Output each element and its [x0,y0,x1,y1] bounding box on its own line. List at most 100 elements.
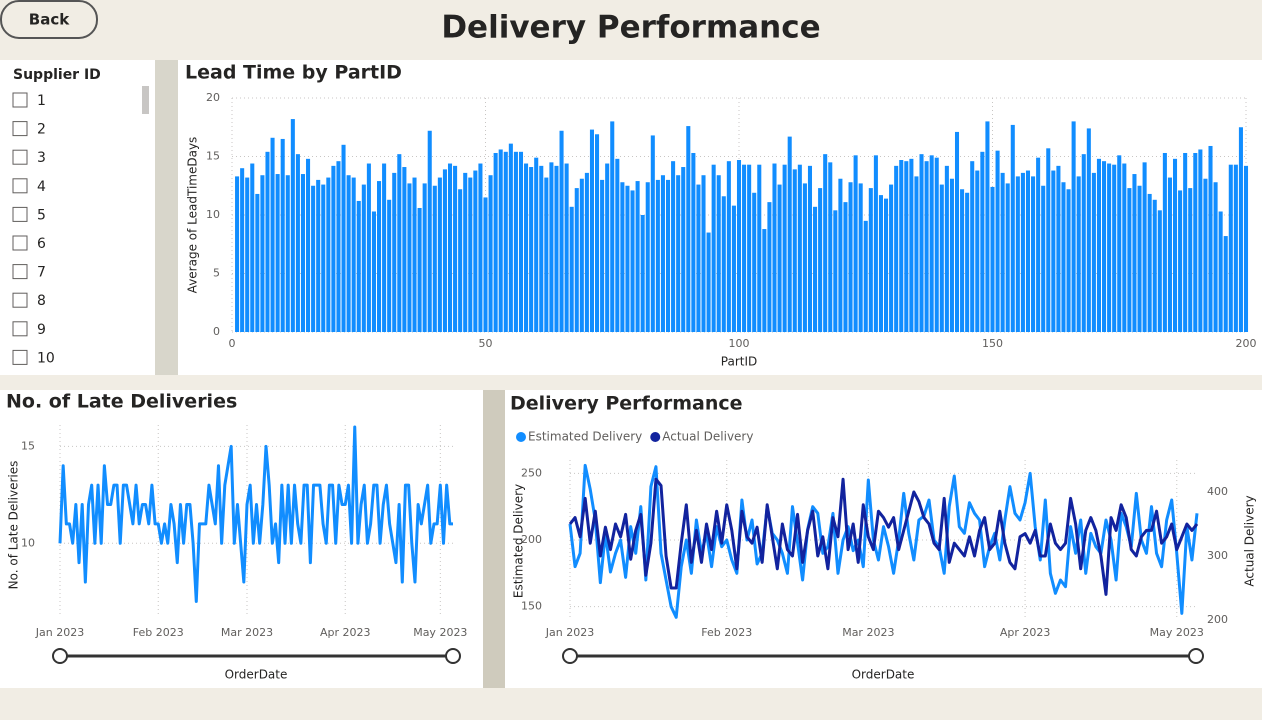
checkbox[interactable] [12,206,28,222]
decor-strip [483,390,505,688]
bar [311,185,316,332]
bar [1198,149,1203,332]
checkbox[interactable] [12,264,28,280]
page-title: Delivery Performance [441,10,820,46]
chart-title: Delivery Performance [510,393,743,415]
checkbox[interactable] [12,235,28,251]
bar [417,207,422,332]
bar [924,161,929,332]
bar [447,163,453,332]
bar [270,137,275,332]
bar [858,183,863,332]
slicer-item[interactable]: 3 [37,150,46,166]
bar [1162,152,1167,332]
bar [1031,176,1036,332]
bar [1193,152,1198,332]
x-tick-label: Feb 2023 [133,626,184,639]
bar [1132,174,1137,332]
slicer-item[interactable]: 10 [37,350,55,366]
bar [868,188,873,332]
checkbox[interactable] [12,92,28,108]
slicer-item[interactable]: 5 [37,207,46,223]
slicer-item[interactable]: 1 [37,93,46,109]
slicer-item[interactable]: 8 [37,293,46,309]
y-tick-label: 250 [521,466,542,479]
bar [655,179,660,332]
bar [1005,183,1010,332]
checkbox[interactable] [12,178,28,194]
bar [463,172,468,332]
bar [1010,124,1015,332]
x-tick-label: Apr 2023 [320,626,371,639]
bar [944,165,949,332]
bar [554,165,559,332]
bar [818,188,823,332]
checkbox[interactable] [12,292,28,308]
bar [797,164,802,332]
bar [939,184,944,332]
bar [813,206,818,332]
checkbox[interactable] [12,321,28,337]
checkbox[interactable] [12,349,28,365]
slicer-item[interactable]: 7 [37,265,46,281]
y-axis-title: Estimated Delivery [512,484,526,598]
slicer-item[interactable]: 2 [37,122,46,138]
y-axis-title: Average of LeadTimeDays [186,137,200,294]
bar [387,199,392,332]
bar [336,161,341,332]
chart-title: No. of Late Deliveries [6,391,237,413]
scrollbar[interactable] [142,86,149,114]
x-axis-title: OrderDate [852,668,915,682]
bar [341,144,346,332]
bar [488,175,493,332]
bar [990,186,995,332]
slider-handle[interactable] [1188,648,1204,664]
bar [929,155,934,332]
bar [1025,170,1031,332]
slicer-item[interactable]: 6 [37,236,46,252]
y-tick-label: 20 [206,91,220,104]
bar [671,161,676,332]
y-tick-label: 15 [21,439,35,452]
bar [1066,189,1071,332]
bar [762,229,767,332]
slider-handle[interactable] [562,648,578,664]
slicer-item[interactable]: 9 [37,322,46,338]
bar [569,206,574,332]
bar [848,182,853,332]
bar [1208,145,1213,332]
bar [1000,172,1005,332]
bar [1127,188,1132,332]
line-series [568,463,1199,619]
bar [772,163,777,332]
bar [782,164,787,332]
bar [478,163,483,332]
bar [549,162,554,332]
bar [321,184,326,332]
back-button-label[interactable]: Back [29,11,70,29]
bar [894,165,899,332]
bar [980,151,985,332]
bar [706,232,711,332]
checkbox[interactable] [12,121,28,137]
bar [382,163,387,332]
chart-title: Lead Time by PartID [185,62,402,84]
x-tick-label: Feb 2023 [701,626,752,639]
bar [605,163,610,332]
bar [660,175,665,332]
bar [1102,161,1107,332]
bar [265,151,270,332]
bar [371,211,376,332]
bar [696,184,701,332]
decor-strip [155,60,178,375]
bar [807,165,813,332]
slider-handle[interactable] [52,648,68,664]
back-button[interactable] [0,0,98,39]
slicer-item[interactable]: 4 [37,179,46,195]
bar [397,154,402,332]
slider-handle[interactable] [445,648,461,664]
checkbox[interactable] [12,149,28,165]
bar [600,179,605,332]
bar [432,185,437,332]
